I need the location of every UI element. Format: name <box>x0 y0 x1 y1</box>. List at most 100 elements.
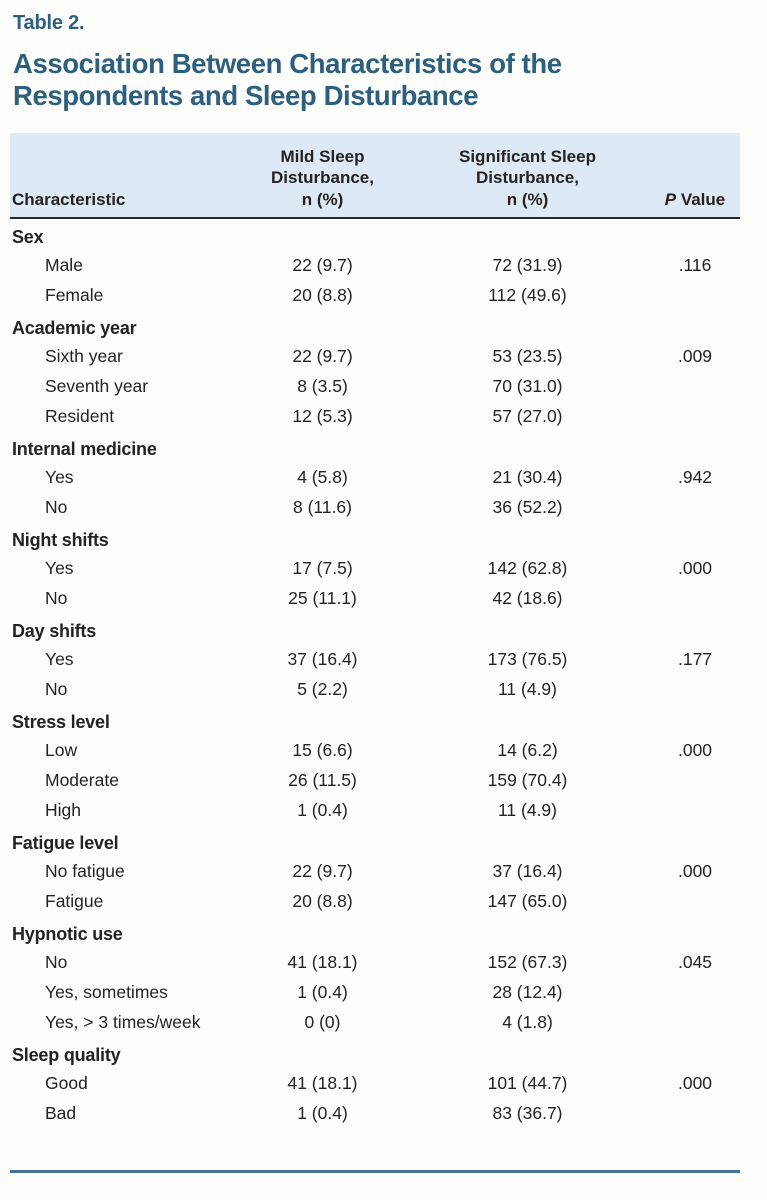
cell-characteristic: Seventh year <box>45 375 149 396</box>
section-header-label: Fatigue level <box>12 833 119 853</box>
text-line: Significant Sleep <box>459 146 596 166</box>
cell-mild-disturbance: 15 (6.6) <box>292 739 353 760</box>
cell-characteristic: Bad <box>45 1102 77 1123</box>
cell-p-value: .116 <box>678 254 712 275</box>
cell-p-value: .000 <box>677 1072 713 1093</box>
cell-mild-disturbance: 8 (3.5) <box>297 375 348 396</box>
cell-characteristic: Good <box>45 1072 88 1093</box>
table-row: Seventh year 8 (3.5) 70 (31.0) <box>10 371 740 401</box>
cell-significant-disturbance: 70 (31.0) <box>492 375 563 396</box>
cell-mild-disturbance: 17 (7.5) <box>292 557 353 578</box>
text-line: n (%) <box>506 189 549 209</box>
page-title: Association Between Characteristics of t… <box>13 48 767 112</box>
table-row: Yes 4 (5.8) 21 (30.4) .942 <box>10 462 740 492</box>
section-header-row: Fatigue level <box>10 825 740 856</box>
cell-significant-disturbance: 112 (49.6) <box>488 284 567 305</box>
column-header-mild-sleep: Mild Sleep Disturbance, n (%) <box>240 132 405 220</box>
text-line: Association Between Characteristics of t… <box>13 48 562 79</box>
table-row: Bad 1 (0.4) 83 (36.7) <box>10 1098 740 1128</box>
table-row: Yes, > 3 times/week 0 (0) 4 (1.8) <box>10 1007 740 1037</box>
column-header-significant-sleep: Significant Sleep Disturbance, n (%) <box>405 132 650 220</box>
cell-significant-disturbance: 36 (52.2) <box>492 496 563 517</box>
cell-mild-disturbance: 22 (9.7) <box>292 860 353 881</box>
cell-characteristic: No <box>45 496 68 517</box>
cell-mild-disturbance: 1 (0.4) <box>297 799 348 820</box>
section-header-label: Sex <box>12 227 44 247</box>
cell-mild-disturbance: 22 (9.7) <box>292 254 353 275</box>
cell-significant-disturbance: 152 (67.3) <box>487 951 568 972</box>
cell-characteristic: No <box>45 678 68 699</box>
cell-significant-disturbance: 147 (65.0) <box>487 890 568 911</box>
cell-characteristic: No fatigue <box>45 860 125 881</box>
cell-p-value <box>650 886 740 916</box>
cell-p-value <box>650 583 740 613</box>
cell-mild-disturbance: 41 (18.1) <box>287 1072 358 1093</box>
cell-significant-disturbance: 72 (31.9) <box>492 254 563 275</box>
section-header-row: Day shifts <box>10 613 740 644</box>
section-header-row: Sex <box>10 218 740 250</box>
cell-significant-disturbance: 14 (6.2) <box>497 739 558 760</box>
cell-mild-disturbance: 8 (11.6) <box>292 496 352 517</box>
cell-mild-disturbance: 25 (11.1) <box>288 587 357 608</box>
cell-characteristic: High <box>45 799 81 820</box>
text-line: Disturbance, <box>271 168 374 188</box>
table-row: High 1 (0.4) 11 (4.9) <box>10 795 740 825</box>
section-header-row: Sleep quality <box>10 1037 740 1068</box>
section-header-row: Internal medicine <box>10 431 740 462</box>
cell-mild-disturbance: 22 (9.7) <box>292 345 353 366</box>
cell-characteristic: Yes <box>45 466 74 487</box>
cell-p-value <box>650 280 740 310</box>
cell-p-value: .045 <box>677 951 713 972</box>
table-row: Good 41 (18.1) 101 (44.7) .000 <box>10 1068 740 1098</box>
cell-characteristic: Yes <box>45 648 74 669</box>
cell-mild-disturbance: 26 (11.5) <box>288 769 357 790</box>
cell-mild-disturbance: 41 (18.1) <box>287 951 358 972</box>
cell-mild-disturbance: 1 (0.4) <box>297 981 348 1002</box>
cell-characteristic: Sixth year <box>45 345 123 366</box>
cell-p-value <box>650 1098 740 1128</box>
cell-mild-disturbance: 1 (0.4) <box>297 1102 348 1123</box>
cell-significant-disturbance: 159 (70.4) <box>487 769 568 790</box>
table-row: Yes 17 (7.5) 142 (62.8) .000 <box>10 553 740 583</box>
cell-p-value: .000 <box>677 739 713 760</box>
cell-mild-disturbance: 0 (0) <box>304 1011 341 1032</box>
cell-significant-disturbance: 28 (12.4) <box>492 981 563 1002</box>
p-value-rest: Value <box>676 189 726 209</box>
table-row: Fatigue 20 (8.8) 147 (65.0) <box>10 886 740 916</box>
table-label: Table 2. <box>13 12 85 34</box>
cell-significant-disturbance: 173 (76.5) <box>487 648 568 669</box>
cell-significant-disturbance: 42 (18.6) <box>492 587 563 608</box>
cell-significant-disturbance: 83 (36.7) <box>492 1102 563 1123</box>
cell-mild-disturbance: 4 (5.8) <box>297 466 348 487</box>
cell-p-value <box>650 765 740 795</box>
text-line: Mild Sleep <box>280 146 365 166</box>
cell-significant-disturbance: 11 (4.9) <box>497 678 557 699</box>
table-row: No 25 (11.1) 42 (18.6) <box>10 583 740 613</box>
table-row: No 5 (2.2) 11 (4.9) <box>10 674 740 704</box>
section-header-row: Stress level <box>10 704 740 735</box>
table-row: Yes 37 (16.4) 173 (76.5) .177 <box>10 644 740 674</box>
column-header-characteristic: Characteristic <box>10 132 240 220</box>
cell-significant-disturbance: 142 (62.8) <box>487 557 568 578</box>
p-value-italic-p: P <box>664 189 677 209</box>
cell-significant-disturbance: 53 (23.5) <box>492 345 563 366</box>
section-header-row: Hypnotic use <box>10 916 740 947</box>
page: Table 2. Association Between Characteris… <box>10 12 767 1173</box>
cell-characteristic: Moderate <box>45 769 119 790</box>
association-table: Characteristic Mild Sleep Disturbance, n (… <box>10 132 740 1128</box>
table-row: Resident 12 (5.3) 57 (27.0) <box>10 401 740 431</box>
cell-significant-disturbance: 21 (30.4) <box>492 466 563 487</box>
cell-characteristic: Yes, sometimes <box>45 981 168 1002</box>
cell-mild-disturbance: 20 (8.8) <box>292 890 353 911</box>
cell-characteristic: Male <box>45 254 83 275</box>
cell-p-value <box>650 371 740 401</box>
text-line: n (%) <box>301 189 344 209</box>
cell-p-value <box>650 401 740 431</box>
cell-characteristic: Female <box>45 284 104 305</box>
cell-p-value: .000 <box>677 557 713 578</box>
text-line: Respondents and Sleep Disturbance <box>13 79 479 111</box>
section-header-label: Academic year <box>12 318 137 338</box>
cell-significant-disturbance: 4 (1.8) <box>502 1011 553 1032</box>
cell-p-value <box>650 977 740 1007</box>
cell-mild-disturbance: 37 (16.4) <box>287 648 358 669</box>
